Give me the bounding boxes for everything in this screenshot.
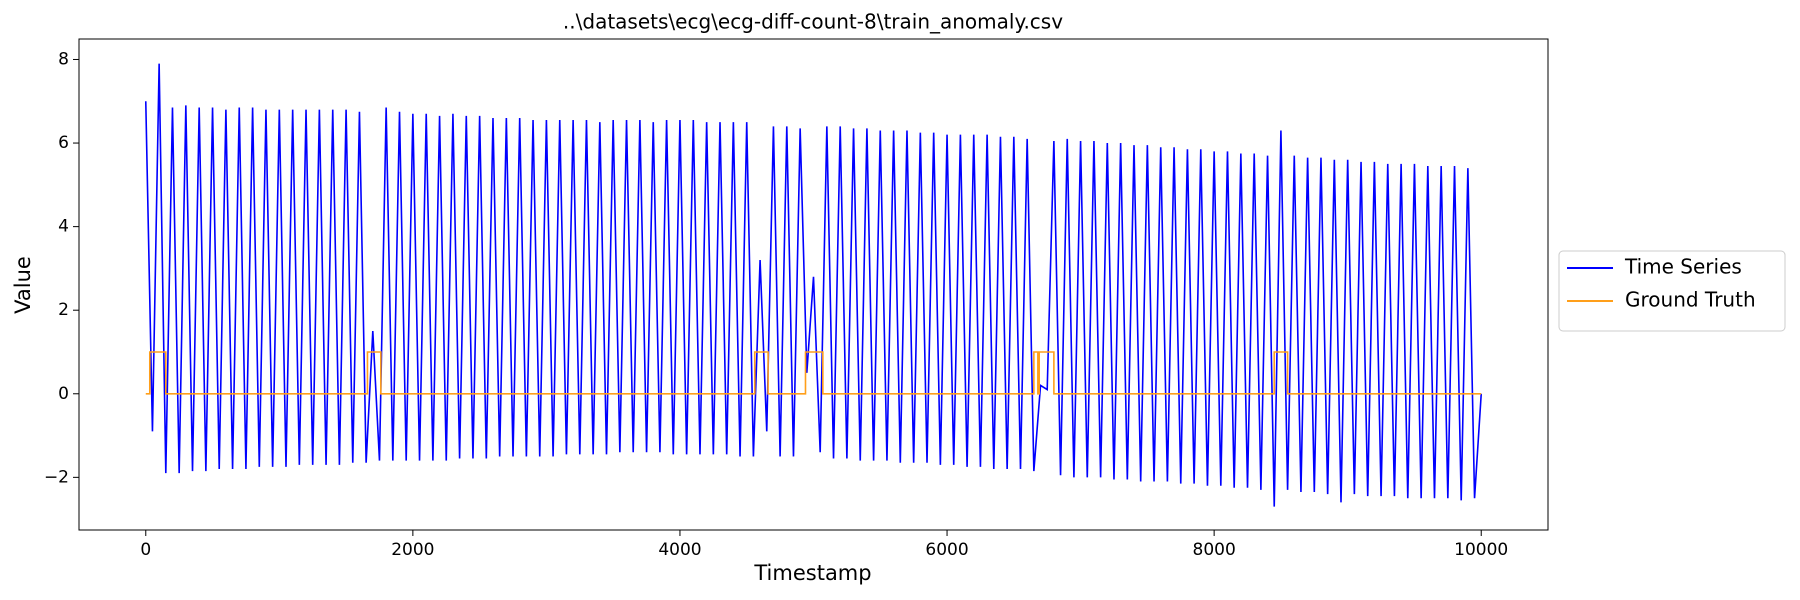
y-tick-label: 6 — [58, 133, 69, 153]
y-tick-label: 0 — [58, 384, 69, 404]
y-tick-label: 4 — [58, 217, 69, 237]
x-tick-label: 0 — [140, 540, 151, 560]
x-axis-label: Timestamp — [753, 561, 871, 585]
legend-box — [1558, 250, 1786, 332]
legend-label: Time Series — [1624, 255, 1742, 279]
legend-label: Ground Truth — [1625, 288, 1756, 312]
x-tick-label: 10000 — [1454, 540, 1508, 560]
series-line — [145, 351, 1482, 395]
x-tick-label: 2000 — [391, 540, 434, 560]
y-tick-label: 2 — [58, 300, 69, 320]
x-tick-label: 6000 — [925, 540, 968, 560]
x-tick-label: 8000 — [1193, 540, 1236, 560]
chart-title: ..\datasets\ecg\ecg-diff-count-8\train_a… — [563, 10, 1063, 34]
y-tick-label: −2 — [44, 467, 69, 487]
x-tick-label: 4000 — [658, 540, 701, 560]
plot-frame — [78, 38, 1549, 531]
y-axis-label: Value — [11, 256, 35, 314]
y-tick-label: 8 — [58, 49, 69, 69]
legend: Time Series Ground Truth — [1558, 250, 1786, 332]
series-line — [144, 63, 1483, 507]
